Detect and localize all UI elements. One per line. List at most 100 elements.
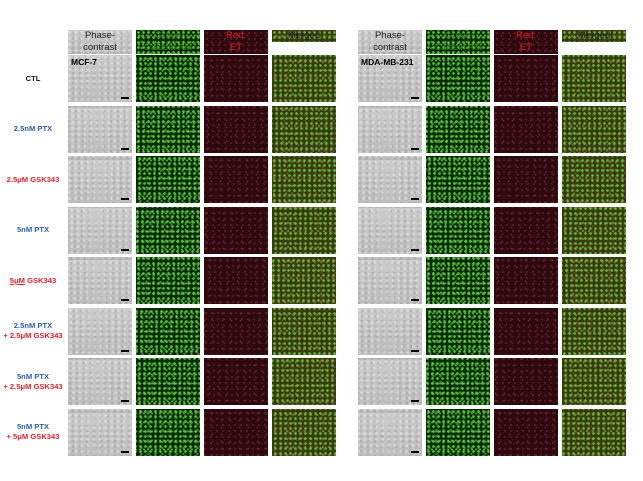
green-panel	[426, 206, 490, 254]
green-panel	[426, 257, 490, 304]
merged-panel	[272, 408, 336, 456]
green-panel	[136, 358, 200, 405]
red-panel	[494, 257, 558, 304]
green-panel	[426, 408, 490, 456]
red-panel	[494, 156, 558, 203]
green-panel	[426, 156, 490, 203]
column-header-red: Red: ET	[204, 30, 268, 54]
scale-bar	[121, 450, 129, 453]
column-header-text: ET	[519, 42, 533, 53]
phase-panel	[358, 206, 422, 254]
phase-panel	[68, 408, 132, 456]
row-label: 2.5nM PTX	[0, 124, 66, 134]
red-panel	[204, 307, 268, 355]
phase-panel	[68, 257, 132, 304]
row-label-segment: 2.5nM PTX	[13, 321, 53, 330]
red-panel	[494, 307, 558, 355]
column-header-text: Red:	[225, 30, 247, 41]
row-label: 5nM PTX	[0, 225, 66, 235]
red-panel	[494, 55, 558, 102]
green-panel	[136, 307, 200, 355]
scale-bar	[411, 147, 419, 150]
column-header-text: contrast	[373, 42, 407, 53]
red-panel	[204, 408, 268, 456]
green-panel	[136, 257, 200, 304]
cell-line-label: MDA-MB-231	[361, 57, 414, 67]
merged-panel	[272, 206, 336, 254]
row-label-segment: + 2.5μM GSK343	[3, 331, 63, 340]
scale-bar	[411, 299, 419, 301]
column-header-text: Green	[154, 30, 182, 41]
phase-panel	[68, 105, 132, 153]
row-label: CTL	[0, 74, 66, 84]
merged-panel	[562, 156, 626, 203]
column-header-text: Calcein AM	[433, 42, 483, 53]
green-panel	[426, 55, 490, 102]
row-label-segment: CTL	[25, 73, 41, 83]
merged-panel	[562, 206, 626, 254]
column-header-phase: Phase-contrast	[358, 30, 422, 54]
merged-panel	[272, 105, 336, 153]
merged-panel	[562, 257, 626, 304]
scale-bar	[121, 147, 129, 150]
scale-bar	[411, 198, 419, 200]
phase-panel	[68, 206, 132, 254]
red-panel	[204, 257, 268, 304]
row-label-segment: 2.5μM GSK343	[6, 174, 60, 184]
row-label-segment: 5nM PTX	[16, 225, 50, 234]
row-label-segment: 5nM PTX	[16, 422, 50, 431]
green-panel	[136, 408, 200, 456]
red-panel	[204, 206, 268, 254]
merged-panel	[272, 156, 336, 203]
column-header-text: Merged	[287, 30, 321, 41]
cell-line-label: MCF-7	[71, 57, 97, 67]
scale-bar	[411, 248, 419, 251]
scale-bar	[121, 198, 129, 200]
phase-panel: MDA-MB-231	[358, 55, 422, 102]
red-panel	[494, 206, 558, 254]
row-label: 2.5nM PTX + 2.5μM GSK343	[0, 321, 66, 341]
column-header-merged: Merged	[272, 30, 336, 42]
phase-panel	[68, 156, 132, 203]
phase-panel	[358, 156, 422, 203]
green-panel	[426, 358, 490, 405]
green-panel	[426, 105, 490, 153]
phase-panel	[68, 307, 132, 355]
column-header-text: ET	[229, 42, 243, 53]
column-header-text: Phase-	[374, 30, 406, 41]
column-header-text: Green	[444, 30, 472, 41]
scale-bar	[411, 400, 419, 402]
green-panel	[136, 55, 200, 102]
column-header-green: Green Calcein AM	[136, 30, 200, 54]
phase-panel	[358, 257, 422, 304]
column-header-phase: Phase-contrast	[68, 30, 132, 54]
column-header-text: Red:	[515, 30, 537, 41]
phase-panel: MCF-7	[68, 55, 132, 102]
row-label: 5nM PTX + 2.5μM GSK343	[0, 372, 66, 392]
scale-bar	[411, 97, 419, 99]
scale-bar	[411, 450, 419, 453]
green-panel	[426, 307, 490, 355]
row-label-segment: 2.5nM PTX	[13, 124, 53, 133]
merged-panel	[562, 105, 626, 153]
column-header-red: Red: ET	[494, 30, 558, 54]
merged-panel	[272, 55, 336, 102]
row-label-segment: 5μM	[9, 275, 25, 285]
phase-panel	[358, 105, 422, 153]
red-panel	[494, 105, 558, 153]
red-panel	[494, 408, 558, 456]
red-panel	[204, 55, 268, 102]
scale-bar	[121, 400, 129, 402]
scale-bar	[121, 248, 129, 251]
merged-panel	[562, 358, 626, 405]
red-panel	[204, 105, 268, 153]
phase-panel	[68, 358, 132, 405]
row-label: 5μM GSK343	[0, 276, 66, 286]
row-label-segment: GSK343	[24, 275, 57, 285]
scale-bar	[121, 349, 129, 352]
merged-panel	[272, 307, 336, 355]
column-header-text: Merged	[577, 30, 611, 41]
green-panel	[136, 206, 200, 254]
merged-panel	[272, 358, 336, 405]
row-label: 5nM PTX + 5μM GSK343	[0, 422, 66, 442]
